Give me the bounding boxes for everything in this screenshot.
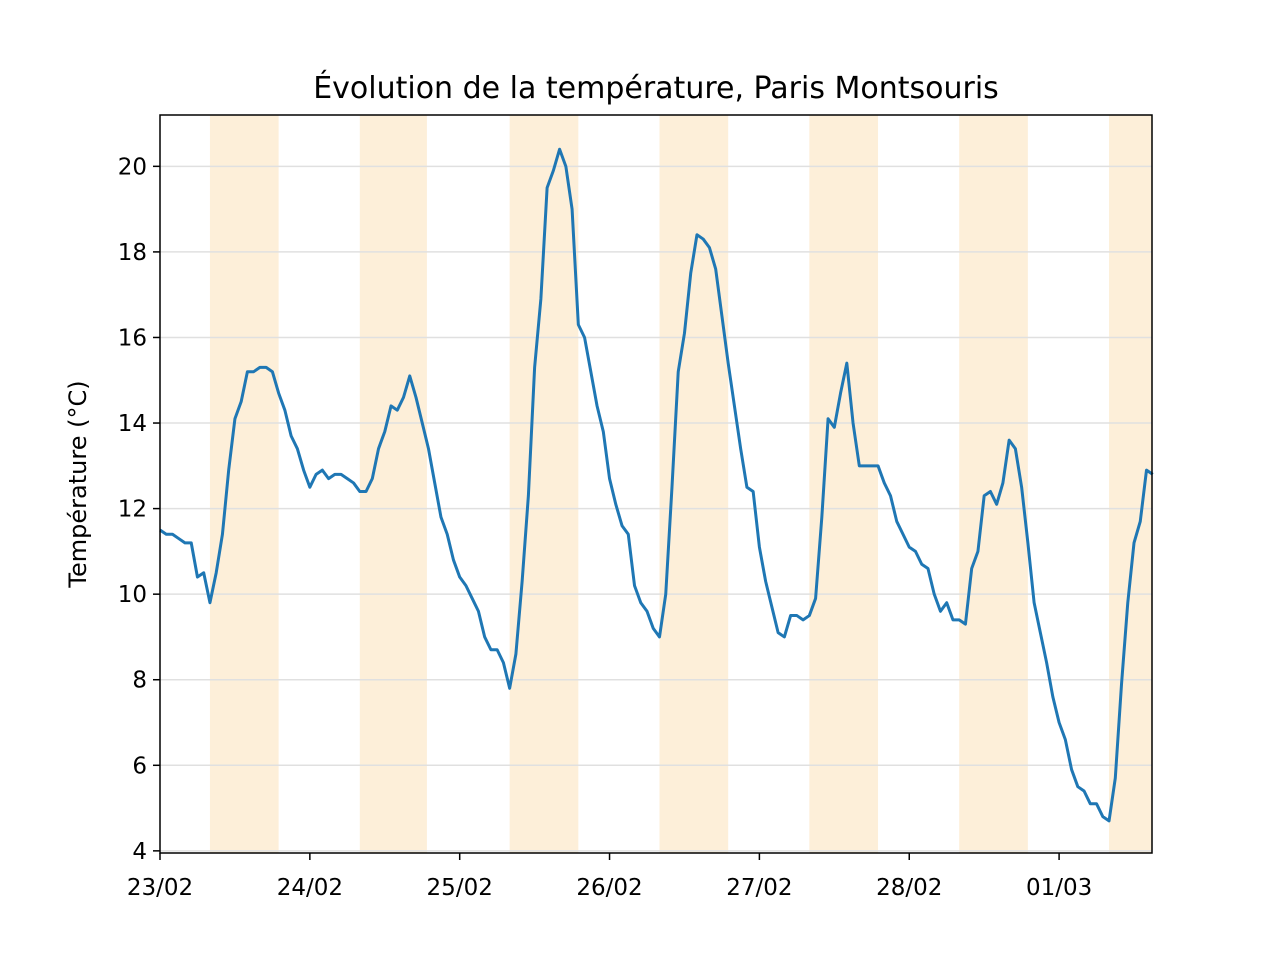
y-tick-label: 16 (118, 325, 147, 351)
day-band-4 (659, 115, 729, 853)
y-tick-label: 4 (132, 839, 147, 865)
x-tick-label: 27/02 (726, 875, 792, 901)
y-axis: 4 6 8 10 12 14 16 18 20 (118, 154, 160, 865)
day-band-1 (209, 115, 279, 853)
x-tick-label: 25/02 (427, 875, 493, 901)
y-axis-title: Température (°C) (64, 380, 92, 588)
y-tick-label: 8 (132, 668, 147, 694)
x-tick-label: 23/02 (127, 875, 193, 901)
temperature-line (159, 147, 1154, 823)
y-tick-label: 12 (118, 497, 147, 523)
y-tick-label: 18 (118, 240, 147, 266)
y-tick-label: 10 (118, 582, 147, 608)
y-tick-label: 6 (132, 753, 147, 779)
day-band-6 (959, 115, 1028, 853)
x-tick-label: 28/02 (876, 875, 942, 901)
x-tick-label: 26/02 (576, 875, 642, 901)
y-tick-label: 20 (118, 154, 147, 180)
x-axis: 23/02 24/02 25/02 26/02 27/02 28/02 01/03 (127, 853, 1092, 901)
plot-frame (159, 114, 1153, 854)
y-tick-label: 14 (118, 411, 147, 437)
x-tick-label: 01/03 (1026, 875, 1092, 901)
grid-lines (160, 165, 1152, 852)
day-band-5 (809, 115, 879, 853)
chart-title: Évolution de la température, Paris Monts… (313, 70, 999, 106)
x-tick-label: 24/02 (277, 875, 343, 901)
daytime-bands (209, 115, 1152, 853)
